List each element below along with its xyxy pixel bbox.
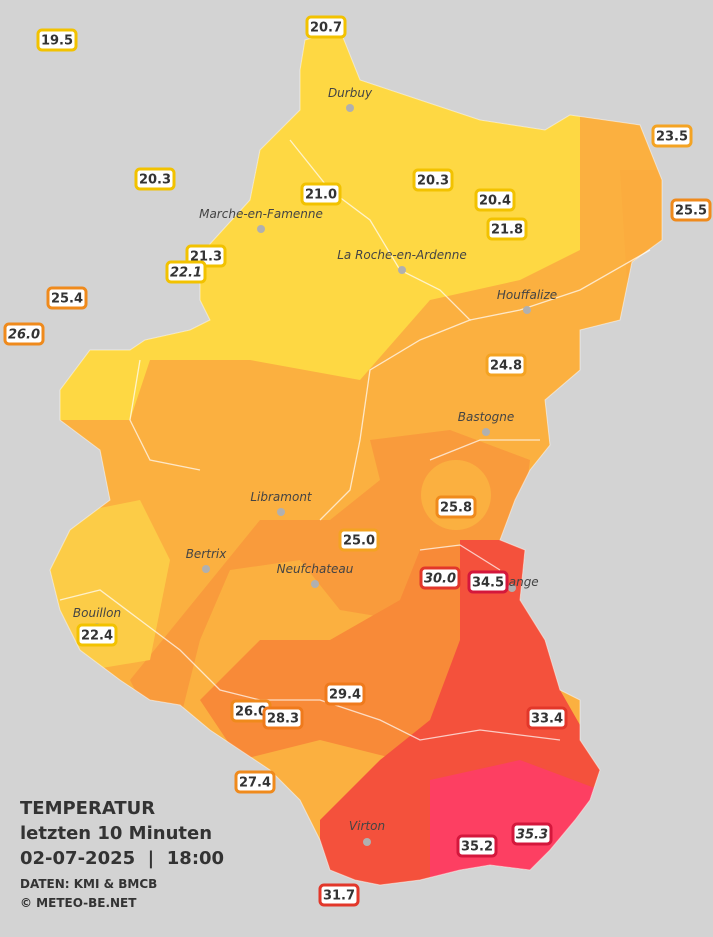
station-value: 35.2 <box>461 840 493 855</box>
station-box <box>474 188 516 212</box>
station-value: 19.5 <box>41 34 73 49</box>
station-box <box>651 124 693 148</box>
station-value: 25.5 <box>675 204 707 219</box>
station-value: 31.7 <box>323 889 355 904</box>
station-box <box>338 528 380 552</box>
station-value: 20.3 <box>139 173 171 188</box>
station-value: 28.3 <box>267 712 299 727</box>
city-dot <box>523 306 531 314</box>
city-name: Virton <box>349 819 385 833</box>
city-dot <box>346 104 354 112</box>
city-name: Libramont <box>250 490 313 504</box>
cities: Durbuy Marche-en-Famenne La Roche-en-Arden… <box>73 86 557 846</box>
station-box <box>435 495 477 519</box>
station-value: 25.0 <box>343 534 375 549</box>
station-value: 26.0 <box>235 705 267 720</box>
station-box <box>76 623 118 647</box>
station-value: 26.0 <box>8 328 40 343</box>
station-value: 25.8 <box>440 501 472 516</box>
station-box <box>305 15 347 39</box>
station-box <box>511 822 553 846</box>
station-value: 22.4 <box>81 629 113 644</box>
city-dot <box>311 580 319 588</box>
stations: 19.520.723.520.321.020.320.421.825.521.3… <box>3 15 712 907</box>
station-box <box>486 217 528 241</box>
city-name: La Roche-en-Ardenne <box>337 248 467 262</box>
station-value: 34.5 <box>472 576 504 591</box>
station-value: 35.3 <box>516 828 548 843</box>
city-name: Marche-en-Famenne <box>199 207 323 221</box>
station-value: 25.4 <box>51 292 83 307</box>
station-box <box>234 770 276 794</box>
station-box <box>300 182 342 206</box>
legend: TEMPERATUR letzten 10 Minuten 02-07-2025… <box>20 798 224 910</box>
station-value: 20.3 <box>417 174 449 189</box>
city-name: Bertrix <box>186 547 228 561</box>
station-value: 29.4 <box>329 688 361 703</box>
legend-source: DATEN: KMI & BMCB <box>20 877 157 891</box>
station-value: 23.5 <box>656 130 688 145</box>
city-dot <box>257 225 265 233</box>
legend-datetime: 02-07-2025 | 18:00 <box>20 848 224 869</box>
station-value: 27.4 <box>239 776 271 791</box>
station-box <box>165 260 207 284</box>
station-box <box>526 706 568 730</box>
rivers <box>59 139 651 741</box>
station-box <box>419 566 461 590</box>
city-name: Houffalize <box>497 288 557 302</box>
station-box <box>324 682 366 706</box>
station-value: 24.8 <box>490 359 522 374</box>
station-value: 22.1 <box>170 266 202 281</box>
city-name: Bouillon <box>73 606 121 620</box>
city-dot <box>508 584 516 592</box>
station-value: 21.8 <box>491 223 523 238</box>
station-value: 20.4 <box>479 194 511 209</box>
city-dot <box>482 428 490 436</box>
legend-subtitle: letzten 10 Minuten <box>20 823 212 844</box>
station-box <box>485 353 527 377</box>
station-box <box>262 706 304 730</box>
station-box <box>3 322 45 346</box>
city-name: Durbuy <box>328 86 373 100</box>
station-value: 33.4 <box>531 712 563 727</box>
station-box <box>412 168 454 192</box>
station-box <box>36 28 78 52</box>
city-dot <box>202 565 210 573</box>
legend-title: TEMPERATUR <box>20 798 155 819</box>
city-dot <box>398 266 406 274</box>
city-name: Bastogne <box>458 410 515 424</box>
station-value: 21.0 <box>305 188 337 203</box>
city-dot <box>363 838 371 846</box>
station-box <box>467 570 509 594</box>
station-value: 30.0 <box>424 572 456 587</box>
station-value: 20.7 <box>310 21 342 36</box>
station-box <box>670 198 712 222</box>
province-border <box>49 29 663 886</box>
city-name: Neufchateau <box>277 562 354 576</box>
station-box <box>46 286 88 310</box>
station-box <box>134 167 176 191</box>
station-box <box>456 834 498 858</box>
city-dot <box>277 508 285 516</box>
legend-copyright: © METEO-BE.NET <box>20 896 137 910</box>
station-box <box>318 883 360 907</box>
